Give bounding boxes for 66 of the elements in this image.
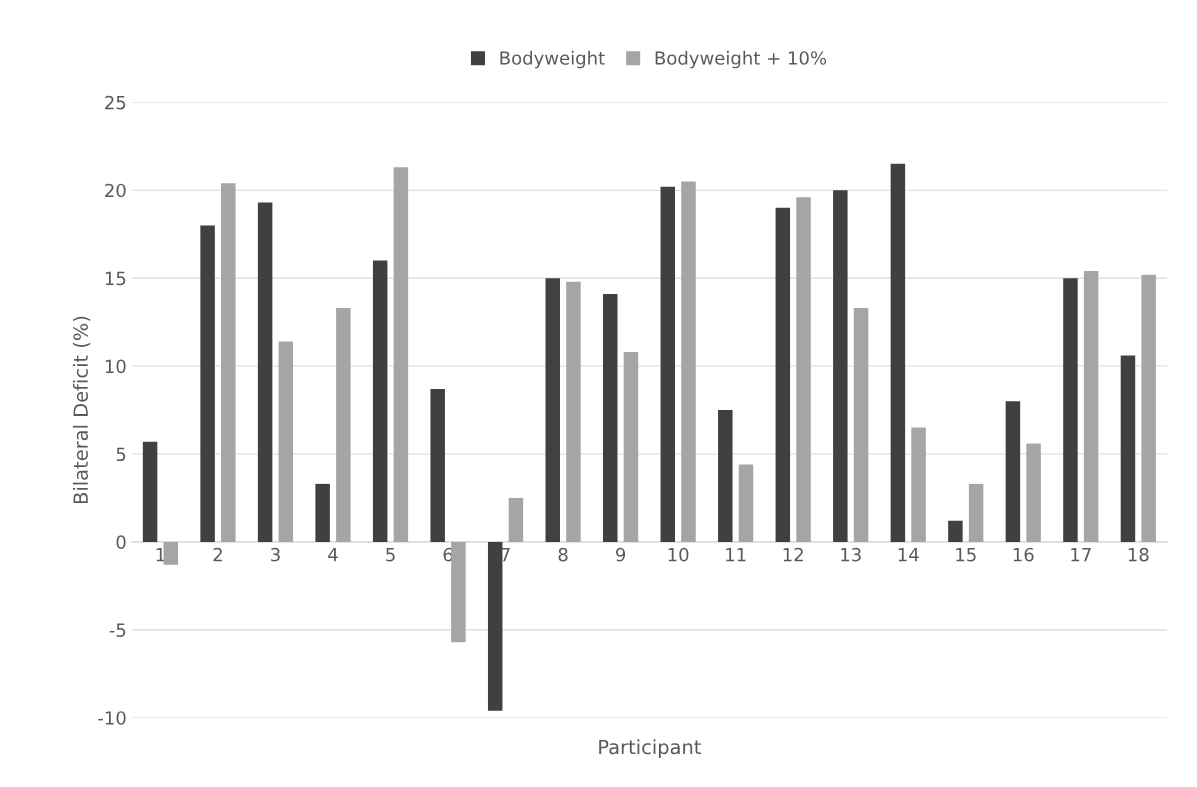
x-tick-label: 3 [271,547,280,562]
y-tick-label: 20 [105,183,126,198]
x-tick-label: 1 [156,548,165,562]
bar [1063,278,1078,542]
bar [545,278,560,542]
bar [623,352,639,542]
bar [142,441,158,542]
legend-label: Bodyweight [500,50,605,69]
y-tick-label: 5 [116,447,126,462]
x-tick-label: 11 [726,548,746,562]
x-tick-label: 8 [558,547,568,562]
bar [911,427,926,542]
x-tick-label: 12 [783,547,803,562]
x-tick-label: 5 [386,548,395,562]
x-tick-label: 17 [1071,548,1091,562]
bar [1120,355,1136,542]
x-axis-title: Participant [599,739,701,759]
bar [968,483,984,542]
bar [451,541,466,643]
bar [372,260,388,542]
bar [221,183,236,542]
bar [890,163,906,542]
x-tick-label: 4 [328,548,338,562]
bar [1026,443,1041,542]
legend-label: Bodyweight + 10% [655,50,827,69]
y-tick-label: 25 [105,95,126,110]
bar [1083,271,1099,542]
x-tick-label: 9 [616,547,626,562]
x-tick-label: 16 [1013,547,1034,562]
x-tick-label: 15 [956,548,976,562]
bar [278,341,294,542]
x-tick-label: 2 [213,547,222,562]
bar [660,186,676,542]
bar [257,202,273,542]
bar [738,464,754,542]
bar [163,541,179,565]
bar [430,388,445,542]
bar [948,520,963,542]
x-tick-label: 6 [443,547,453,562]
bar [336,308,351,542]
bar [796,197,811,542]
x-tick-label: 10 [668,547,689,562]
y-tick-label: -5 [109,623,126,637]
x-tick-label: 13 [841,547,861,562]
bar [833,190,848,542]
bar [566,281,581,542]
bar [1005,401,1021,542]
y-axis-title: Bilateral Deficit (%) [72,316,91,504]
bar [508,497,524,542]
x-tick-label: 18 [1128,547,1149,562]
bar [853,308,869,542]
y-tick-label: 15 [105,271,126,286]
y-tick-label: -10 [98,711,126,725]
bar [775,207,791,542]
bar [200,225,215,542]
x-tick-label: 7 [501,548,510,562]
bar [603,293,618,542]
bar [681,181,696,542]
bar [393,167,409,542]
bar [487,541,503,711]
bar [718,410,733,542]
x-tick-label: 14 [898,548,919,562]
y-tick-label: 0 [116,535,126,550]
bar [315,483,330,542]
bar [1141,274,1156,542]
y-tick-label: 10 [105,359,126,374]
